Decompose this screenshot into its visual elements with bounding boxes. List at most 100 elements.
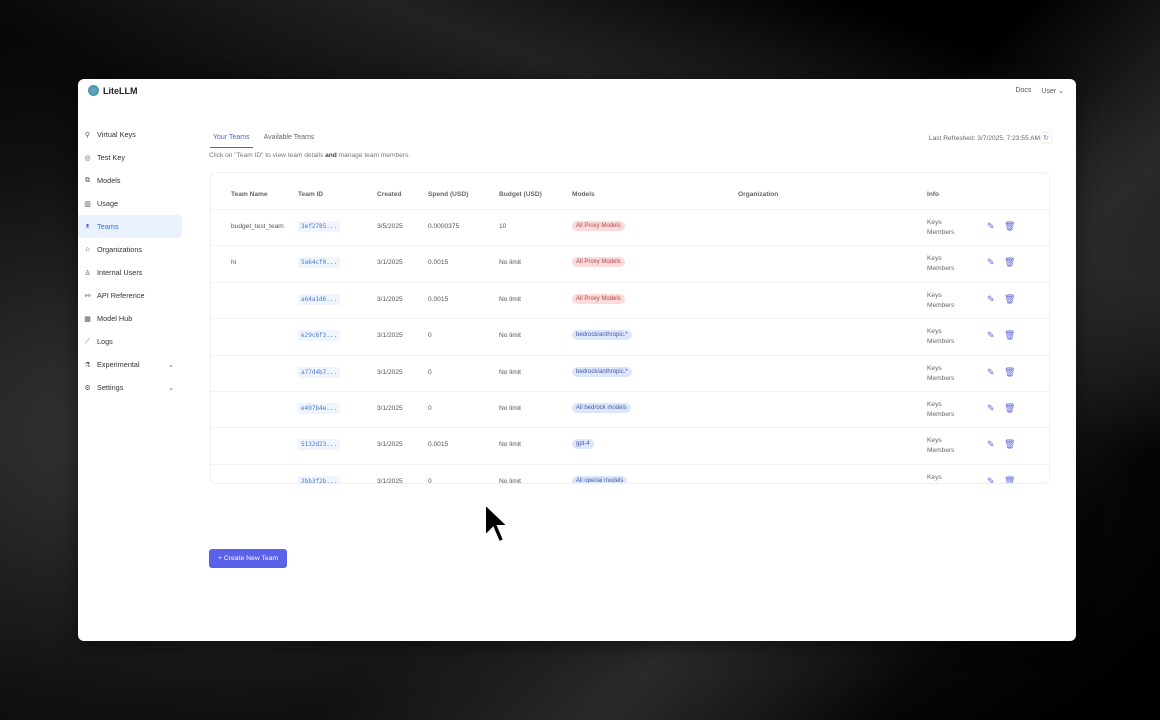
team-id-link[interactable]: 2bb3f2b... bbox=[298, 475, 341, 483]
model-badge: All Proxy Models bbox=[572, 257, 625, 268]
model-badge: All openai models bbox=[572, 475, 628, 483]
hint-pre: Click on "Team ID" to view team details bbox=[209, 152, 326, 159]
teams-table: Team Name Team ID Created Spend (USD) Budget… bbox=[210, 172, 1050, 484]
settings-icon: ⚙ bbox=[84, 384, 91, 392]
sidebar-item-label: Logs bbox=[97, 337, 113, 346]
edit-icon[interactable]: ✎ bbox=[987, 330, 995, 341]
docs-link[interactable]: Docs bbox=[1015, 87, 1032, 94]
trash-icon[interactable]: 🗑 bbox=[1004, 439, 1016, 450]
sidebar-item-settings[interactable]: ⚙ Settings ⌄ bbox=[78, 376, 182, 399]
info-keys: Keys bbox=[927, 364, 942, 372]
sidebar-item-usage[interactable]: ▥ Usage bbox=[78, 192, 182, 215]
trash-icon[interactable]: 🗑 bbox=[1004, 403, 1016, 413]
info-members: Members bbox=[927, 411, 955, 418]
trash-icon[interactable]: 🗑 bbox=[1004, 257, 1016, 268]
sidebar-item-label: Internal Users bbox=[97, 268, 143, 277]
api-icon: ⚯ bbox=[84, 292, 91, 300]
tabs: Your Teams Available Teams bbox=[210, 134, 317, 148]
sidebar-item-label: Usage bbox=[97, 199, 119, 208]
team-id-link[interactable]: a77d4b7... bbox=[298, 366, 341, 378]
sidebar-item-label: Models bbox=[97, 176, 121, 185]
created-date: 3/1/2025 bbox=[377, 368, 403, 376]
sidebar-item-api-reference[interactable]: ⚯ API Reference bbox=[78, 284, 182, 307]
team-id-link[interactable]: e29c6f3... bbox=[298, 330, 341, 342]
logo[interactable]: LiteLLM bbox=[88, 85, 138, 96]
info-members: Members bbox=[927, 374, 955, 382]
sidebar-item-virtual-keys[interactable]: ⚲ Virtual Keys bbox=[78, 123, 182, 146]
block-icon: ⧉ bbox=[85, 176, 90, 184]
table-row: e497b4e... 3/1/2025 0 No limit All bedro… bbox=[211, 391, 1049, 427]
sidebar-item-model-hub[interactable]: ▦ Model Hub bbox=[78, 307, 182, 330]
tab-available-teams[interactable]: Available Teams bbox=[263, 134, 315, 141]
info-keys: Keys bbox=[927, 437, 942, 445]
user-label: User bbox=[1041, 88, 1057, 95]
budget: No limit bbox=[499, 441, 521, 449]
trash-icon[interactable]: 🗑 bbox=[1004, 293, 1016, 304]
trash-icon[interactable]: 🗑 bbox=[1004, 475, 1016, 484]
sidebar-item-label: API Reference bbox=[97, 291, 145, 300]
trash-icon[interactable]: 🗑 bbox=[1004, 330, 1016, 341]
user-icon: ♙ bbox=[84, 269, 91, 277]
table-row: a64a1d6... 3/1/2025 0.0015 No limit All … bbox=[211, 281, 1049, 318]
model-badge: All bedrock models bbox=[572, 403, 631, 413]
sidebar-item-label: Experimental bbox=[97, 360, 140, 369]
info-members: Members bbox=[927, 301, 955, 309]
column-header: Budget (USD) bbox=[499, 191, 542, 198]
sidebar-item-teams[interactable]: ᴥ Teams bbox=[78, 215, 182, 238]
team-id-link[interactable]: e497b4e... bbox=[298, 403, 341, 414]
key-icon: ⚲ bbox=[84, 131, 91, 139]
team-id-link[interactable]: 3ef2785... bbox=[298, 221, 341, 232]
model-badge: bedrock/anthropic.* bbox=[572, 330, 632, 341]
sidebar-item-test-key[interactable]: ◎ Test Key bbox=[78, 146, 182, 169]
tab-your-teams[interactable]: Your Teams bbox=[210, 134, 253, 148]
team-id-link[interactable]: 5a64cf0... bbox=[298, 257, 341, 269]
top-bar: LiteLLM Docs User ⌄ bbox=[78, 79, 1076, 103]
sidebar-item-logs[interactable]: ⟋ Logs bbox=[78, 330, 182, 353]
sidebar-item-label: Teams bbox=[97, 222, 119, 231]
chevron-down-icon: ⌄ bbox=[168, 384, 174, 392]
team-id-link[interactable]: 5132d23... bbox=[298, 439, 341, 451]
created-date: 3/1/2025 bbox=[377, 441, 403, 449]
info-keys: Keys bbox=[927, 473, 942, 481]
sidebar-item-internal-users[interactable]: ♙ Internal Users bbox=[78, 261, 182, 284]
edit-icon[interactable]: ✎ bbox=[987, 293, 995, 304]
sidebar-item-models[interactable]: ⧉ Models bbox=[78, 169, 182, 192]
team-name: hi bbox=[231, 259, 237, 267]
hint-post: manage team members. bbox=[336, 152, 411, 159]
edit-icon[interactable]: ✎ bbox=[987, 366, 995, 377]
created-date: 3/1/2025 bbox=[377, 259, 403, 267]
table-row: budget_test_team 3ef2785... 3/5/2025 0.0… bbox=[211, 209, 1049, 245]
experiment-icon: ⚗ bbox=[84, 361, 91, 369]
info-keys: Keys bbox=[927, 401, 942, 408]
trash-icon[interactable]: 🗑 bbox=[1004, 221, 1016, 231]
spend: 0.0015 bbox=[428, 295, 449, 303]
edit-icon[interactable]: ✎ bbox=[987, 221, 995, 231]
info: Keys Members bbox=[927, 327, 954, 347]
refresh-icon: ↻ bbox=[1043, 135, 1049, 142]
table-row: hi 5a64cf0... 3/1/2025 0.0015 No limit A… bbox=[211, 245, 1049, 281]
budget: No limit bbox=[499, 332, 521, 340]
bar-chart-icon: ▥ bbox=[84, 200, 91, 208]
table-row: a77d4b7... 3/1/2025 0 No limit bedrock/a… bbox=[211, 354, 1049, 391]
edit-icon[interactable]: ✎ bbox=[987, 475, 995, 484]
edit-icon[interactable]: ✎ bbox=[987, 403, 995, 413]
column-header: Info bbox=[927, 191, 940, 198]
edit-icon[interactable]: ✎ bbox=[987, 257, 995, 268]
app-store-icon: ▦ bbox=[84, 315, 91, 323]
sidebar-item-experimental[interactable]: ⚗ Experimental ⌄ bbox=[78, 353, 182, 376]
budget: No limit bbox=[499, 259, 521, 267]
create-team-button[interactable]: + Create New Team bbox=[209, 549, 288, 568]
info: Keys Members bbox=[927, 364, 954, 384]
sidebar-item-organizations[interactable]: ⌂ Organizations bbox=[78, 238, 182, 261]
user-menu[interactable]: User ⌄ bbox=[1041, 87, 1064, 95]
created-date: 3/5/2025 bbox=[377, 223, 403, 230]
info: Keys Members bbox=[927, 254, 954, 274]
table-row: 5132d23... 3/1/2025 0.0015 No limit gpt-… bbox=[211, 427, 1049, 463]
team-icon: ᴥ bbox=[85, 223, 90, 230]
team-id-link[interactable]: a64a1d6... bbox=[298, 293, 341, 305]
created-date: 3/1/2025 bbox=[377, 477, 403, 484]
refresh-button[interactable]: ↻ bbox=[1040, 132, 1052, 144]
spend: 0.0015 bbox=[428, 441, 449, 449]
edit-icon[interactable]: ✎ bbox=[987, 439, 995, 450]
trash-icon[interactable]: 🗑 bbox=[1004, 366, 1016, 377]
